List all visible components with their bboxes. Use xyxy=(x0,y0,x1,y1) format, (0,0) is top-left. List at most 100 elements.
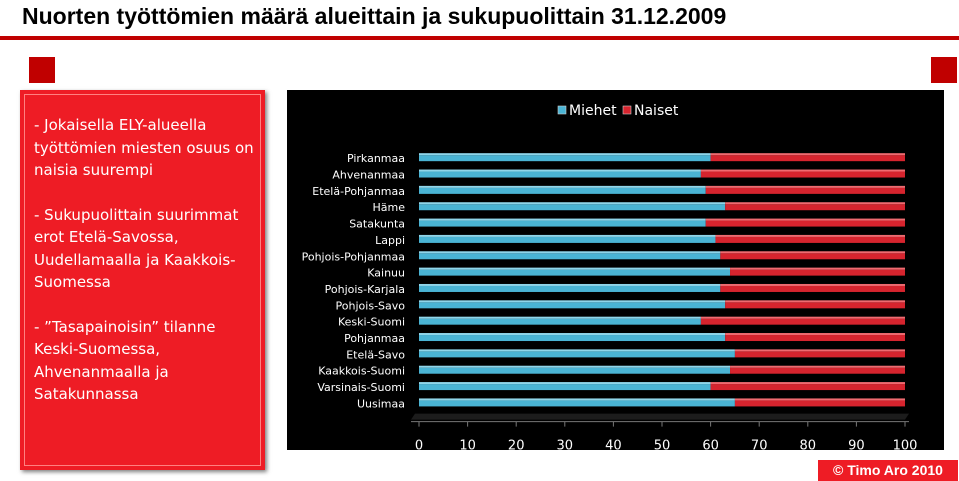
bar-miehet-top xyxy=(419,283,721,286)
bar-naiset xyxy=(734,400,905,407)
x-tick-label: 90 xyxy=(848,439,865,450)
category-label: Häme xyxy=(373,201,406,214)
summary-bullet: - Jokaisella ELY-alueella työttömien mie… xyxy=(34,116,254,179)
x-tick-label: 30 xyxy=(557,439,574,450)
bar-naiset-top xyxy=(705,185,905,188)
bar-naiset xyxy=(725,204,905,211)
bar-naiset-top xyxy=(720,283,905,286)
bar-naiset xyxy=(700,318,905,325)
x-tick-label: 40 xyxy=(605,439,622,450)
summary-bullet: - ”Tasapainoisin” tilanne Keski-Suomessa… xyxy=(34,317,216,404)
decor-square-left xyxy=(29,57,55,83)
bar-naiset-top xyxy=(725,333,905,336)
x-tick-label: 10 xyxy=(459,439,476,450)
decor-square-right xyxy=(931,57,957,83)
bar-miehet-top xyxy=(419,316,701,319)
bar-chart: Miehet Naiset Pirkanmaa Ahvenanmaa Etelä-Poh… xyxy=(302,103,918,450)
bar-miehet-top xyxy=(419,185,706,188)
bar-naiset-top xyxy=(734,398,905,401)
category-label: Ahvenanmaa xyxy=(332,169,405,182)
category-label: Lappi xyxy=(375,234,405,247)
x-tick-label: 20 xyxy=(508,439,525,450)
bar-miehet-top xyxy=(419,202,726,205)
bar-naiset xyxy=(710,384,905,391)
bar-naiset-top xyxy=(705,218,905,221)
summary-box-border xyxy=(24,94,261,466)
bar-naiset xyxy=(715,236,905,243)
bar-miehet-top xyxy=(419,300,726,303)
category-label: Pohjois-Pohjanmaa xyxy=(302,250,405,263)
bar-naiset-top xyxy=(730,365,905,368)
bar-miehet xyxy=(419,367,731,374)
bar-miehet xyxy=(419,253,721,260)
chart-floor xyxy=(411,413,909,420)
category-label: Varsinais-Suomi xyxy=(317,381,405,394)
bar-miehet xyxy=(419,204,726,211)
bar-naiset-top xyxy=(710,153,905,156)
bar-miehet xyxy=(419,351,735,358)
summary-box xyxy=(20,90,265,470)
bar-miehet-top xyxy=(419,251,721,254)
category-label: Pohjois-Savo xyxy=(336,299,406,312)
chart-panel: Miehet Naiset Pirkanmaa Ahvenanmaa Etelä-Poh… xyxy=(287,90,944,450)
bar-miehet-top xyxy=(419,267,731,270)
x-tick-label: 100 xyxy=(893,439,918,450)
bar-naiset-top xyxy=(710,382,905,385)
bar-miehet xyxy=(419,155,711,162)
category-label: Kaakkois-Suomi xyxy=(318,365,405,378)
bar-miehet xyxy=(419,400,735,407)
bar-miehet xyxy=(419,384,711,391)
bar-miehet-top xyxy=(419,333,726,336)
bar-naiset xyxy=(705,220,905,227)
summary-text: - Jokaisella ELY-alueella työttömien mie… xyxy=(34,114,254,428)
legend-swatch-miehet xyxy=(557,105,567,115)
bar-miehet-top xyxy=(419,153,711,156)
bar-naiset xyxy=(730,269,905,276)
bar-naiset xyxy=(710,155,905,162)
x-tick-label: 50 xyxy=(654,439,671,450)
bar-naiset-top xyxy=(700,169,905,172)
bar-miehet-top xyxy=(419,365,731,368)
bar-naiset xyxy=(720,253,905,260)
bar-naiset-top xyxy=(734,349,905,352)
bar-miehet xyxy=(419,236,716,243)
bar-miehet-top xyxy=(419,382,711,385)
bar-naiset-top xyxy=(725,202,905,205)
x-tick-label: 60 xyxy=(702,439,719,450)
category-label: Etelä-Savo xyxy=(346,348,405,361)
category-label: Pohjois-Karjala xyxy=(325,283,405,296)
category-label: Kainuu xyxy=(367,267,405,280)
bar-miehet xyxy=(419,220,706,227)
bar-miehet-top xyxy=(419,169,701,172)
bar-naiset-top xyxy=(720,251,905,254)
bar-naiset xyxy=(730,367,905,374)
bar-miehet-top xyxy=(419,218,706,221)
bar-naiset-top xyxy=(730,267,905,270)
bar-miehet xyxy=(419,171,701,178)
legend-label-miehet: Miehet xyxy=(569,103,617,119)
bar-miehet-top xyxy=(419,234,716,237)
bar-naiset xyxy=(720,285,905,292)
category-label: Etelä-Pohjanmaa xyxy=(312,185,405,198)
bar-naiset-top xyxy=(715,234,905,237)
bar-naiset xyxy=(700,171,905,178)
bar-naiset-top xyxy=(700,316,905,319)
category-label: Pirkanmaa xyxy=(347,152,405,165)
copyright-badge: © Timo Aro 2010 xyxy=(818,460,958,481)
bar-miehet xyxy=(419,187,706,194)
x-tick-label: 80 xyxy=(800,439,817,450)
bar-miehet xyxy=(419,302,726,309)
category-label: Uusimaa xyxy=(357,397,405,410)
bar-naiset xyxy=(725,302,905,309)
bar-miehet xyxy=(419,335,726,342)
summary-bullet: - Sukupuolittain suurimmat erot Etelä-Sa… xyxy=(34,205,239,292)
legend-label-naiset: Naiset xyxy=(634,103,679,119)
bar-naiset xyxy=(725,335,905,342)
bar-naiset xyxy=(734,351,905,358)
title-underline xyxy=(0,36,959,40)
legend-swatch-naiset xyxy=(622,105,632,115)
page-title: Nuorten työttömien määrä alueittain ja s… xyxy=(22,3,727,29)
bar-miehet xyxy=(419,318,701,325)
category-label: Keski-Suomi xyxy=(338,316,405,329)
category-label: Satakunta xyxy=(349,218,405,231)
